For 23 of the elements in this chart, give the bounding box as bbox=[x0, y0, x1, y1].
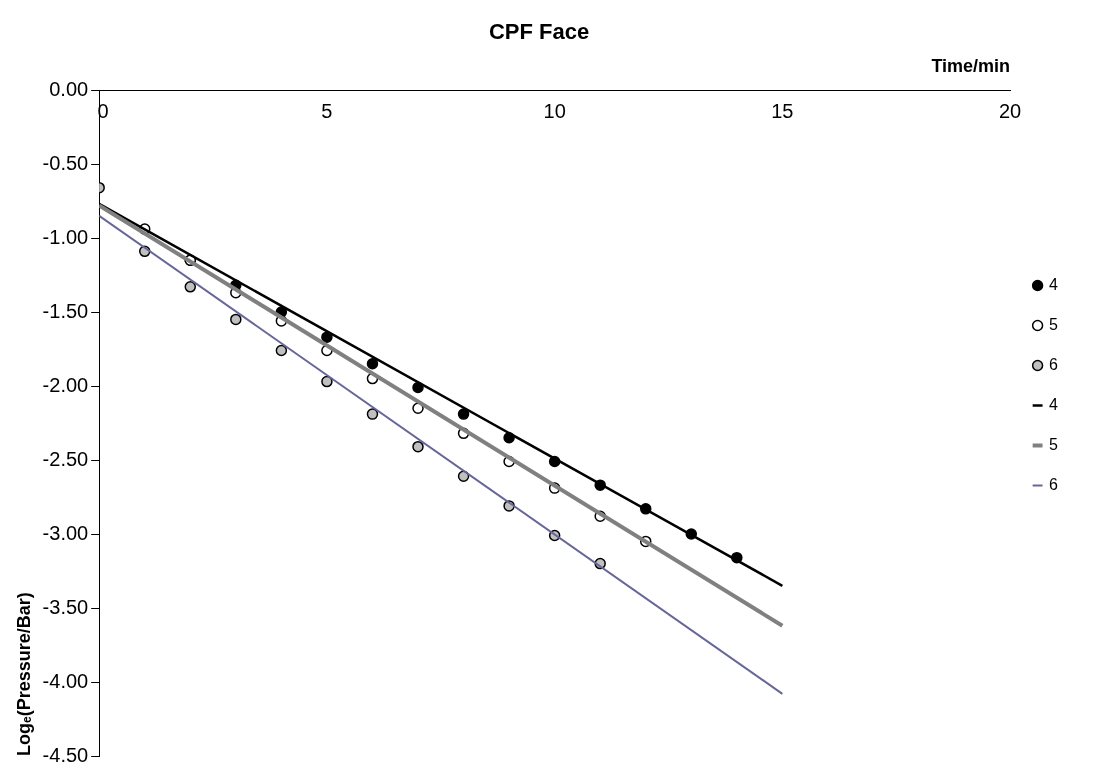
legend-label: 6 bbox=[1049, 475, 1059, 493]
x-tick-label: 10 bbox=[543, 99, 566, 122]
y-tick-label: -2.50 bbox=[42, 447, 89, 470]
y-tick-label: -4.00 bbox=[42, 669, 89, 692]
x-tick-label: 20 bbox=[998, 99, 1022, 122]
y-tick-label: -0.50 bbox=[42, 151, 89, 174]
legend-label: 4 bbox=[1049, 395, 1059, 413]
y-tick-label: -1.00 bbox=[42, 225, 89, 248]
y-tick-label: -3.00 bbox=[42, 521, 89, 544]
y-tick-label: -3.50 bbox=[42, 595, 89, 618]
legend-label: 4 bbox=[1049, 275, 1059, 293]
y-axis-title: Logₑ(Pressure/Bar) bbox=[13, 592, 34, 756]
x-tick-label: 5 bbox=[321, 99, 333, 122]
legend-label: 5 bbox=[1049, 435, 1059, 453]
legend-label: 6 bbox=[1049, 355, 1059, 373]
y-tick-label: -2.00 bbox=[42, 373, 89, 396]
y-tick-label: -1.50 bbox=[42, 299, 89, 322]
chart-title: CPF Face bbox=[488, 19, 590, 45]
y-tick-label: 0.00 bbox=[49, 77, 89, 100]
x-axis-title: Time/min bbox=[931, 56, 1011, 77]
x-tick-label: 15 bbox=[771, 99, 794, 122]
y-tick-label: -4.50 bbox=[42, 743, 89, 766]
legend-label: 5 bbox=[1049, 315, 1059, 333]
